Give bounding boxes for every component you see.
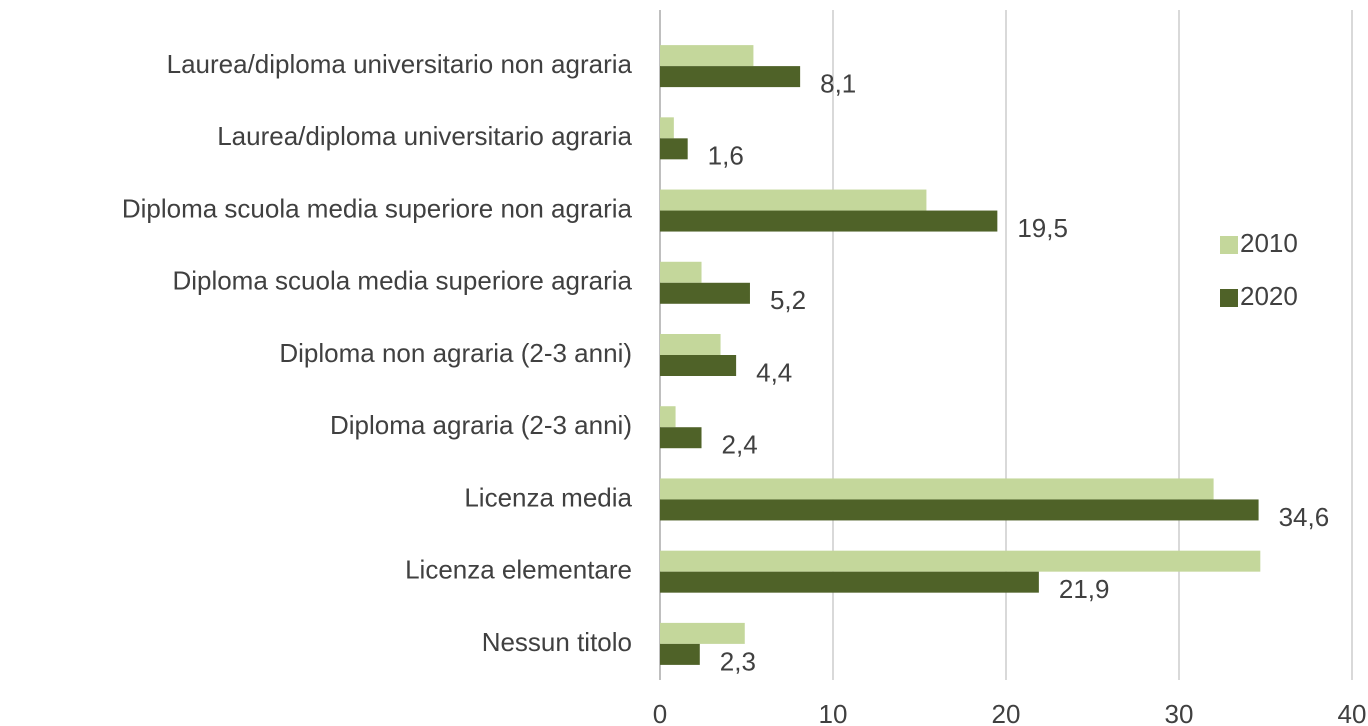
bar bbox=[660, 550, 1261, 572]
data-label: 2,4 bbox=[722, 430, 758, 460]
bar bbox=[660, 261, 702, 283]
data-label: 34,6 bbox=[1279, 502, 1330, 532]
bar bbox=[660, 210, 998, 232]
y-tick-label: Nessun titolo bbox=[482, 627, 632, 657]
y-tick-label: Diploma scuola media superiore agraria bbox=[172, 266, 632, 296]
legend-swatch bbox=[1220, 289, 1238, 307]
data-label: 1,6 bbox=[708, 141, 744, 171]
legend-label: 2020 bbox=[1240, 281, 1298, 311]
x-tick-label: 30 bbox=[1165, 699, 1194, 726]
bar bbox=[660, 138, 688, 160]
bar bbox=[660, 478, 1214, 500]
y-tick-label: Diploma non agraria (2-3 anni) bbox=[279, 338, 632, 368]
bar bbox=[660, 622, 745, 644]
y-tick-label: Diploma agraria (2-3 anni) bbox=[330, 410, 632, 440]
data-label: 4,4 bbox=[756, 357, 792, 387]
bar bbox=[660, 355, 737, 376]
x-tick-label: 40 bbox=[1338, 699, 1367, 726]
y-tick-label: Laurea/diploma universitario non agraria bbox=[167, 49, 633, 79]
bar bbox=[660, 427, 702, 449]
bar bbox=[660, 571, 1039, 593]
legend-label: 2010 bbox=[1240, 228, 1298, 258]
legend-swatch bbox=[1220, 236, 1238, 254]
bar bbox=[660, 406, 676, 428]
bar bbox=[660, 282, 750, 304]
y-tick-label: Laurea/diploma universitario agraria bbox=[217, 121, 632, 151]
data-label: 8,1 bbox=[820, 68, 856, 98]
data-label: 21,9 bbox=[1059, 574, 1110, 604]
x-tick-label: 0 bbox=[653, 699, 667, 726]
y-tick-label: Licenza elementare bbox=[405, 555, 632, 585]
bar bbox=[660, 66, 801, 88]
bar bbox=[660, 117, 674, 139]
data-label: 5,2 bbox=[770, 285, 806, 315]
bar bbox=[660, 189, 927, 211]
bar bbox=[660, 643, 700, 665]
x-tick-label: 20 bbox=[992, 699, 1021, 726]
data-label: 2,3 bbox=[720, 646, 756, 676]
x-tick-label: 10 bbox=[819, 699, 848, 726]
data-label: 19,5 bbox=[1017, 213, 1068, 243]
y-tick-label: Licenza media bbox=[464, 482, 632, 512]
bar bbox=[660, 334, 721, 355]
y-tick-label: Diploma scuola media superiore non agrar… bbox=[122, 193, 633, 223]
bar bbox=[660, 45, 754, 67]
bar bbox=[660, 499, 1259, 521]
